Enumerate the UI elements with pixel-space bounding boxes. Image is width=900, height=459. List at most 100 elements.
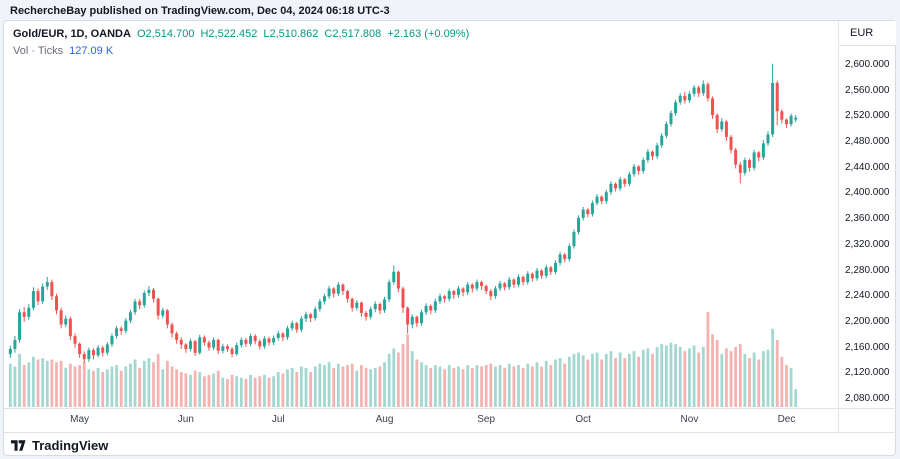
candle-body: [31, 291, 35, 308]
volume-bar: [22, 365, 26, 407]
price-tick-label: 2,440.000: [845, 161, 890, 173]
candle-body: [512, 279, 516, 285]
candle-body: [766, 134, 770, 144]
tradingview-wordmark: TradingView: [32, 437, 109, 453]
currency-unit-button[interactable]: EUR: [839, 21, 896, 46]
volume-bar: [577, 352, 580, 407]
volume-bar: [373, 367, 377, 407]
candle-body: [350, 298, 354, 308]
candle-body: [581, 209, 585, 218]
candle-body: [563, 254, 567, 259]
volume-bar: [725, 348, 728, 407]
candle-body: [406, 307, 410, 325]
volume-bar: [272, 376, 276, 407]
volume-bar: [683, 351, 687, 407]
volume-bar: [720, 353, 724, 407]
candle-body: [346, 291, 350, 299]
candle-body: [73, 336, 77, 344]
candle-body: [466, 284, 470, 293]
candle-body: [761, 143, 765, 158]
candle-body: [304, 314, 308, 319]
volume-bar: [771, 328, 775, 407]
volume-bar: [78, 365, 82, 407]
volume-bar: [563, 363, 567, 407]
candle-body: [438, 296, 442, 302]
candle-body: [493, 288, 497, 297]
candle-body: [18, 312, 22, 340]
tradingview-logo-icon: [10, 439, 26, 451]
candle-body: [637, 166, 641, 171]
volume-bar: [281, 373, 285, 407]
candle-body: [355, 302, 359, 308]
candle-body: [706, 84, 710, 99]
volume-bar: [775, 339, 779, 407]
volume-bar: [461, 369, 465, 407]
volume-bar: [466, 365, 470, 407]
volume-bar: [697, 352, 701, 407]
candle-body: [286, 328, 290, 338]
volume-bar: [369, 369, 373, 407]
candle-body: [68, 318, 72, 337]
volume-bar: [651, 353, 654, 407]
volume-bar: [346, 365, 349, 407]
price-tick-label: 2,240.000: [845, 290, 890, 302]
volume-bar: [18, 353, 21, 407]
volume-bar: [286, 369, 289, 407]
price-tick-label: 2,520.000: [845, 110, 890, 122]
candle-body: [309, 314, 313, 319]
candle-body: [396, 271, 400, 289]
candle-body: [175, 333, 179, 340]
volume-bar: [558, 358, 562, 407]
volume-bar: [276, 372, 280, 407]
candle-body: [507, 279, 511, 288]
volume-bar: [521, 367, 525, 407]
candle-body: [392, 271, 396, 283]
volume-bar: [295, 372, 299, 407]
candle-body: [590, 203, 594, 215]
volume-bar: [96, 367, 100, 407]
volume-bar: [429, 367, 433, 407]
candle-body: [410, 316, 414, 325]
volume-bar: [567, 356, 571, 407]
candle-body: [609, 183, 613, 193]
candle-body: [480, 282, 484, 286]
candle-body: [447, 291, 451, 299]
volume-bar: [323, 365, 326, 407]
low-value: L2,510.862: [263, 28, 319, 40]
footer-border: [4, 432, 896, 433]
volume-bar: [50, 359, 54, 407]
volume-bar: [498, 365, 502, 407]
candle-body: [322, 296, 326, 302]
candle-body: [433, 301, 437, 311]
price-tick-label: 2,280.000: [845, 264, 890, 276]
volume-label: Vol · Ticks: [13, 45, 64, 57]
candle-body: [401, 288, 405, 308]
tradingview-logo[interactable]: TradingView: [10, 436, 108, 454]
volume-bar: [614, 358, 617, 407]
candle-body: [544, 267, 548, 276]
volume-bar: [415, 359, 419, 407]
candle-body: [641, 160, 645, 171]
volume-bar: [480, 366, 483, 407]
volume-bar: [572, 353, 576, 407]
volume-bar: [82, 362, 86, 407]
price-tick-label: 2,600.000: [845, 59, 890, 70]
symbol-legend: Gold/EUR, 1D, OANDA O2,514.700 H2,522.45…: [13, 28, 469, 40]
volume-bar: [387, 353, 391, 407]
volume-bar: [115, 365, 118, 407]
volume-bar: [470, 367, 474, 407]
candle-body: [295, 323, 299, 330]
volume-bar: [92, 370, 95, 407]
volume-bar: [364, 367, 368, 407]
volume-bar: [489, 363, 493, 407]
candle-body: [156, 298, 160, 316]
candle-body: [212, 339, 216, 348]
candle-body: [87, 350, 91, 360]
volume-bar: [623, 358, 627, 407]
candle-body: [669, 113, 673, 125]
open-value: O2,514.700: [136, 28, 195, 40]
candle-body: [318, 301, 322, 310]
volume-bar: [226, 379, 229, 407]
change-value: +2.163 (+0.09%): [387, 28, 470, 40]
